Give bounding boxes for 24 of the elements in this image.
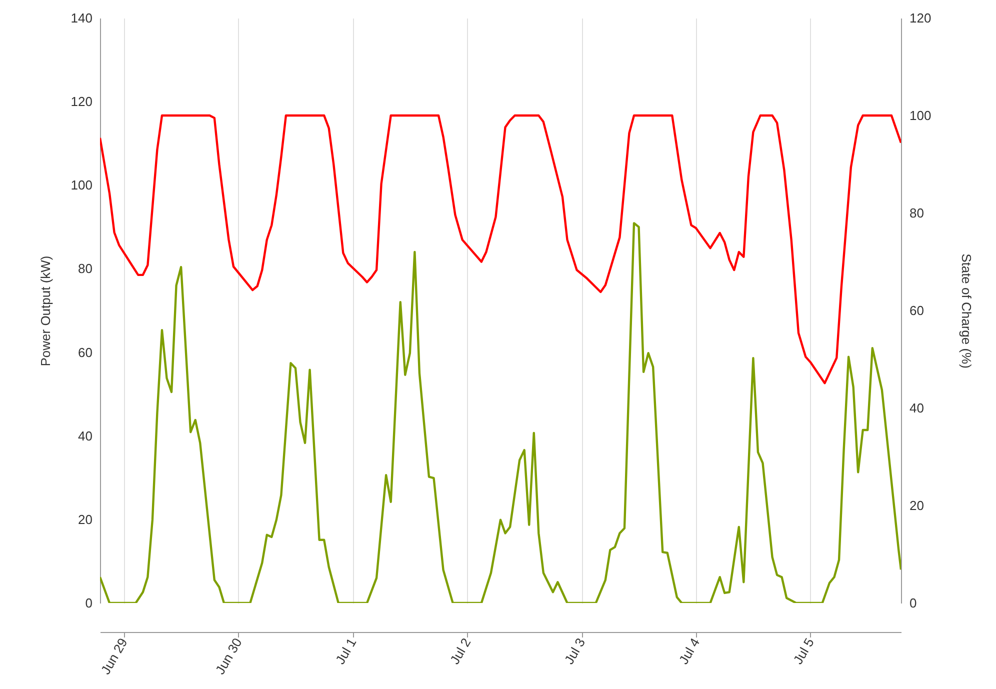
y-tick-label: 60: [78, 344, 92, 360]
x-tick-label: Jul 1: [332, 636, 360, 667]
y-tick-label: 40: [78, 428, 92, 444]
x-tick-label: Jun 30: [212, 636, 245, 677]
y-tick-label: 20: [78, 512, 92, 527]
y2-axis-title: State of Charge (%): [959, 254, 974, 368]
x-tick-label: Jul 4: [676, 636, 703, 667]
x-tick-label: Jul 3: [561, 636, 588, 667]
x-tick-label: Jun 29: [98, 636, 130, 677]
y2-tick-label: 0: [910, 596, 917, 610]
y-tick-label: 120: [70, 94, 92, 110]
x-tick-label: Jul 5: [790, 636, 817, 667]
y-tick-label: 140: [70, 10, 92, 26]
y2-tick-label: 20: [910, 498, 924, 513]
y-tick-label: 0: [85, 596, 92, 610]
y2-tick-label: 60: [910, 303, 924, 318]
y2-tick-label: 80: [910, 206, 924, 220]
y2-tick-label: 100: [910, 108, 932, 123]
y2-tick-label: 40: [910, 400, 924, 416]
y-tick-label: 100: [70, 178, 92, 193]
x-tick-label: Jul 2: [446, 636, 474, 667]
y2-tick-label: 120: [910, 10, 932, 26]
y-axis-title: Power Output (kW): [38, 256, 53, 366]
y-tick-label: 80: [78, 261, 92, 276]
